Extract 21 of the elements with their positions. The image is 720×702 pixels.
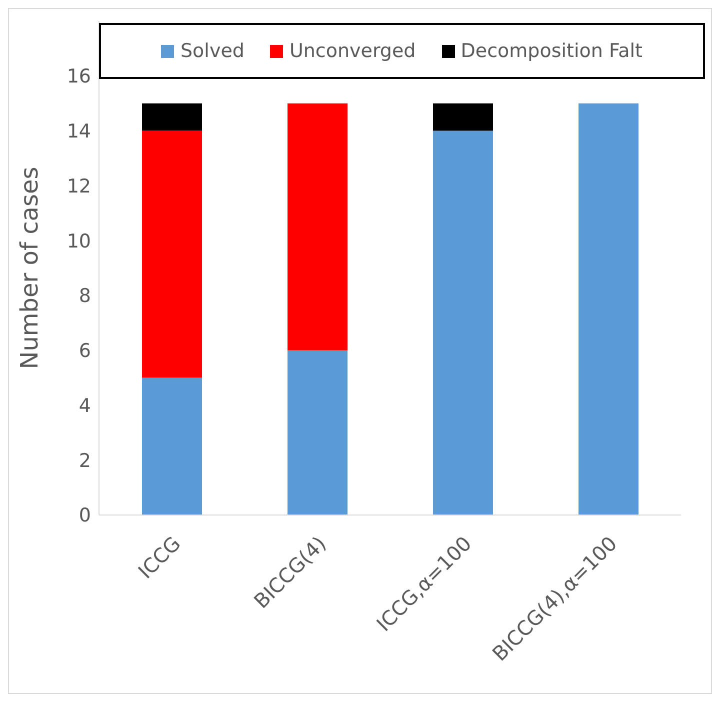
bar — [142, 378, 202, 515]
bar — [288, 103, 348, 350]
y-tick-label: 0 — [78, 504, 91, 527]
y-axis-title: Number of cases — [16, 166, 44, 370]
bar — [288, 350, 348, 515]
bar — [142, 103, 202, 131]
y-tick-label: 4 — [78, 394, 91, 417]
y-tick-label: 8 — [78, 285, 91, 308]
legend-label: Solved — [180, 40, 244, 62]
bar — [433, 103, 493, 131]
y-tick-label: 2 — [78, 450, 91, 472]
y-tick-label: 6 — [78, 340, 91, 362]
bar — [142, 130, 202, 378]
bar — [578, 103, 638, 515]
bar — [433, 130, 493, 515]
y-tick-label: 14 — [66, 120, 91, 143]
y-tick-label: 12 — [66, 175, 91, 198]
y-tick-label: 16 — [66, 66, 91, 88]
legend-label: Decomposition Falt — [460, 40, 643, 62]
y-tick-label: 10 — [66, 230, 91, 252]
legend-label: Unconverged — [289, 40, 416, 62]
